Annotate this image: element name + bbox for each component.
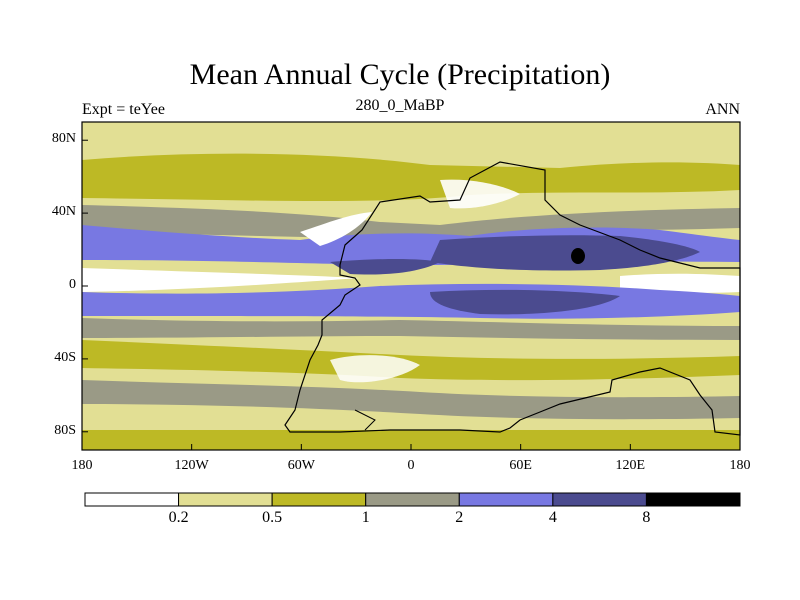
x-tick-label: 180	[71, 458, 93, 473]
colorbar	[84, 492, 741, 507]
x-tick-label: 180	[729, 458, 751, 473]
axis-ticks	[81, 139, 741, 450]
season-label: ANN	[705, 101, 740, 118]
field-equatorial-dry-east	[620, 273, 740, 293]
x-tick-label: 120W	[174, 458, 209, 473]
field-south-gray-band	[82, 318, 740, 340]
colorbar-label: 4	[548, 509, 557, 526]
y-tick-label: 0	[69, 277, 76, 292]
colorbar-label: 8	[642, 509, 651, 526]
y-tick-label: 80S	[54, 422, 76, 438]
colorbar-label: 0.5	[262, 509, 283, 526]
colorbar-label: 2	[455, 509, 464, 526]
y-tick-label: 80N	[51, 131, 76, 147]
y-tick-label: 40N	[51, 204, 76, 220]
colorbar-label: 0.2	[168, 509, 189, 526]
field-dry-continent-south	[330, 355, 420, 383]
x-tick-label: 120E	[615, 458, 646, 473]
colorbar-swatch	[84, 492, 180, 507]
colorbar-swatch	[458, 492, 554, 507]
colorbar-swatch	[365, 492, 460, 507]
colorbar-swatch	[552, 492, 647, 507]
x-tick-label: 0	[407, 458, 415, 473]
field-polar-band	[82, 430, 740, 450]
field-north-band	[82, 153, 740, 202]
y-tick-label: 40S	[54, 349, 76, 365]
field-dry-continent-north	[300, 212, 372, 246]
x-tick-label: 60W	[287, 458, 315, 473]
colorbar-swatch	[178, 492, 273, 507]
field-equatorial-dry-west	[82, 268, 360, 292]
field-southern-storm-track	[82, 380, 740, 420]
island-outline	[354, 409, 376, 431]
field-dark-patch-west	[330, 259, 440, 275]
field-indian-ocean-dark	[430, 289, 620, 315]
field-max-precip	[571, 248, 585, 264]
continent-outline	[284, 161, 741, 436]
field-asian-monsoon	[430, 235, 700, 271]
x-tick-label: 60E	[509, 458, 532, 473]
map-title: Mean Annual Cycle (Precipitation)	[189, 58, 611, 91]
colorbar-swatch	[271, 492, 367, 507]
period-label: 280_0_MaBP	[355, 97, 445, 114]
map-field	[82, 122, 740, 450]
experiment-label: Expt = teYee	[82, 101, 165, 118]
field-dry-continent-central	[440, 179, 520, 209]
field-southern-olive	[82, 340, 740, 381]
colorbar-label: 1	[361, 509, 370, 526]
colorbar-swatch	[645, 492, 741, 507]
field-north-gray-band	[82, 205, 740, 240]
